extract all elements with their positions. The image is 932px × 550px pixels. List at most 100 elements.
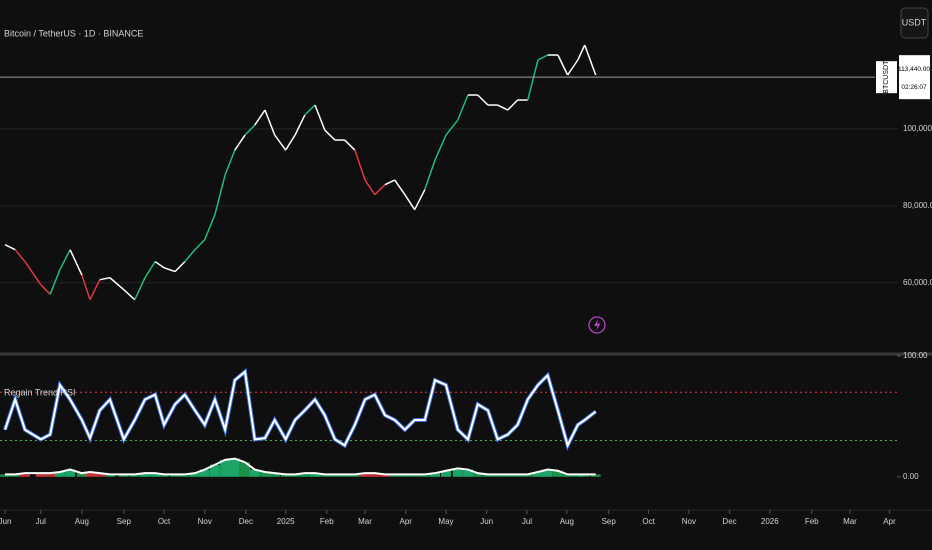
symbol-tag [876, 61, 897, 94]
histogram-bar [339, 474, 350, 477]
price-segment [445, 119, 459, 136]
histogram-bar [309, 473, 320, 477]
price-segment [557, 54, 569, 76]
price-segment [364, 179, 376, 196]
histogram-bar [220, 459, 231, 477]
y-tick-label: 100,000.00 [903, 124, 932, 133]
price-segment [40, 284, 51, 295]
histogram-bar [562, 474, 573, 477]
histogram-bar [430, 473, 441, 477]
histogram-bar [492, 474, 503, 477]
x-tick-label: Dec [722, 517, 736, 526]
price-segment [354, 149, 366, 181]
price-segment [507, 99, 519, 111]
price-segment [49, 269, 61, 295]
histogram-bar [452, 468, 463, 477]
event-icon[interactable] [588, 316, 606, 334]
histogram-bar [299, 473, 310, 477]
histogram-bar [129, 474, 140, 477]
price-segment [497, 104, 509, 111]
histogram-bar [329, 474, 340, 477]
histogram-bar [482, 474, 493, 477]
histogram-bar [379, 474, 390, 477]
x-tick-label: Feb [320, 517, 334, 526]
price-segment [434, 134, 447, 161]
histogram-bar [572, 474, 583, 477]
y-tick-label: 60,000.00 [903, 278, 932, 287]
price-segment [234, 134, 246, 151]
x-tick-label: Aug [560, 517, 574, 526]
price-segment [384, 179, 396, 186]
price-segment [214, 174, 226, 215]
price-segment [537, 54, 549, 61]
x-tick-label: May [438, 517, 453, 526]
histogram-bar [552, 470, 563, 477]
histogram-bar [209, 464, 220, 477]
histogram-bar [118, 474, 129, 477]
price-segment [163, 267, 176, 273]
x-tick-label: Dec [239, 517, 253, 526]
histogram-bar [419, 474, 430, 477]
x-tick-label: Feb [805, 517, 819, 526]
price-segment [144, 261, 156, 279]
histogram-bar [409, 474, 420, 477]
price-tag [899, 55, 930, 100]
histogram-bar [150, 473, 161, 477]
price-segment [194, 239, 206, 251]
price-segment [274, 134, 287, 151]
y-tick-label: 80,000.00 [903, 201, 932, 210]
histogram-bar [76, 473, 87, 477]
indicator-title: Regain Trend RSI [4, 387, 76, 397]
x-tick-label: Oct [642, 517, 655, 526]
currency-label: USDT [902, 17, 927, 27]
histogram-bar [249, 469, 260, 477]
price-segment [109, 277, 125, 291]
histogram-bar [199, 469, 210, 477]
histogram-bar [349, 474, 360, 477]
histogram-bar [45, 473, 56, 477]
histogram-bar [389, 474, 400, 477]
histogram-bar [85, 471, 96, 477]
price-segment [123, 289, 136, 301]
price-segment [264, 109, 276, 136]
x-tick-label: Jun [0, 517, 11, 526]
x-tick-label: Nov [198, 517, 212, 526]
x-tick-label: Nov [682, 517, 696, 526]
price-segment [89, 279, 101, 301]
histogram-bar [229, 458, 240, 477]
symbol-title: Bitcoin / TetherUS · 1D · BINANCE [4, 28, 143, 38]
y-tick-label: 100.00 [903, 351, 928, 360]
x-tick-label: Oct [158, 517, 171, 526]
price-segment [584, 44, 597, 76]
histogram-bar [19, 473, 30, 477]
price-segment [294, 114, 306, 136]
histogram-bar [159, 474, 170, 477]
histogram-bar [319, 474, 330, 477]
histogram-bar [0, 474, 10, 477]
x-tick-label: Jul [522, 517, 532, 526]
price-segment [424, 159, 436, 190]
price-segment [394, 179, 406, 196]
histogram-bar [104, 474, 115, 477]
price-segment [457, 94, 469, 121]
y-tick-label: 0.00 [903, 472, 919, 481]
histogram-line [5, 457, 596, 476]
x-tick-label: Apr [399, 517, 412, 526]
price-segment [224, 149, 236, 176]
x-tick-label: Sep [117, 517, 132, 526]
histogram-bar [179, 474, 190, 477]
histogram-bar [290, 474, 301, 477]
currency-button[interactable] [900, 7, 929, 39]
price-segment [154, 260, 165, 269]
symbol-tag-label: BTCUSDT [883, 60, 890, 94]
x-tick-label: Jun [480, 517, 493, 526]
x-tick-label: Jul [36, 517, 46, 526]
histogram-bar [462, 469, 473, 477]
histogram-bar [35, 473, 46, 477]
price-segment [4, 243, 16, 251]
x-tick-label: 2026 [761, 517, 779, 526]
x-tick-label: Sep [602, 517, 617, 526]
histogram-bar [522, 474, 533, 477]
